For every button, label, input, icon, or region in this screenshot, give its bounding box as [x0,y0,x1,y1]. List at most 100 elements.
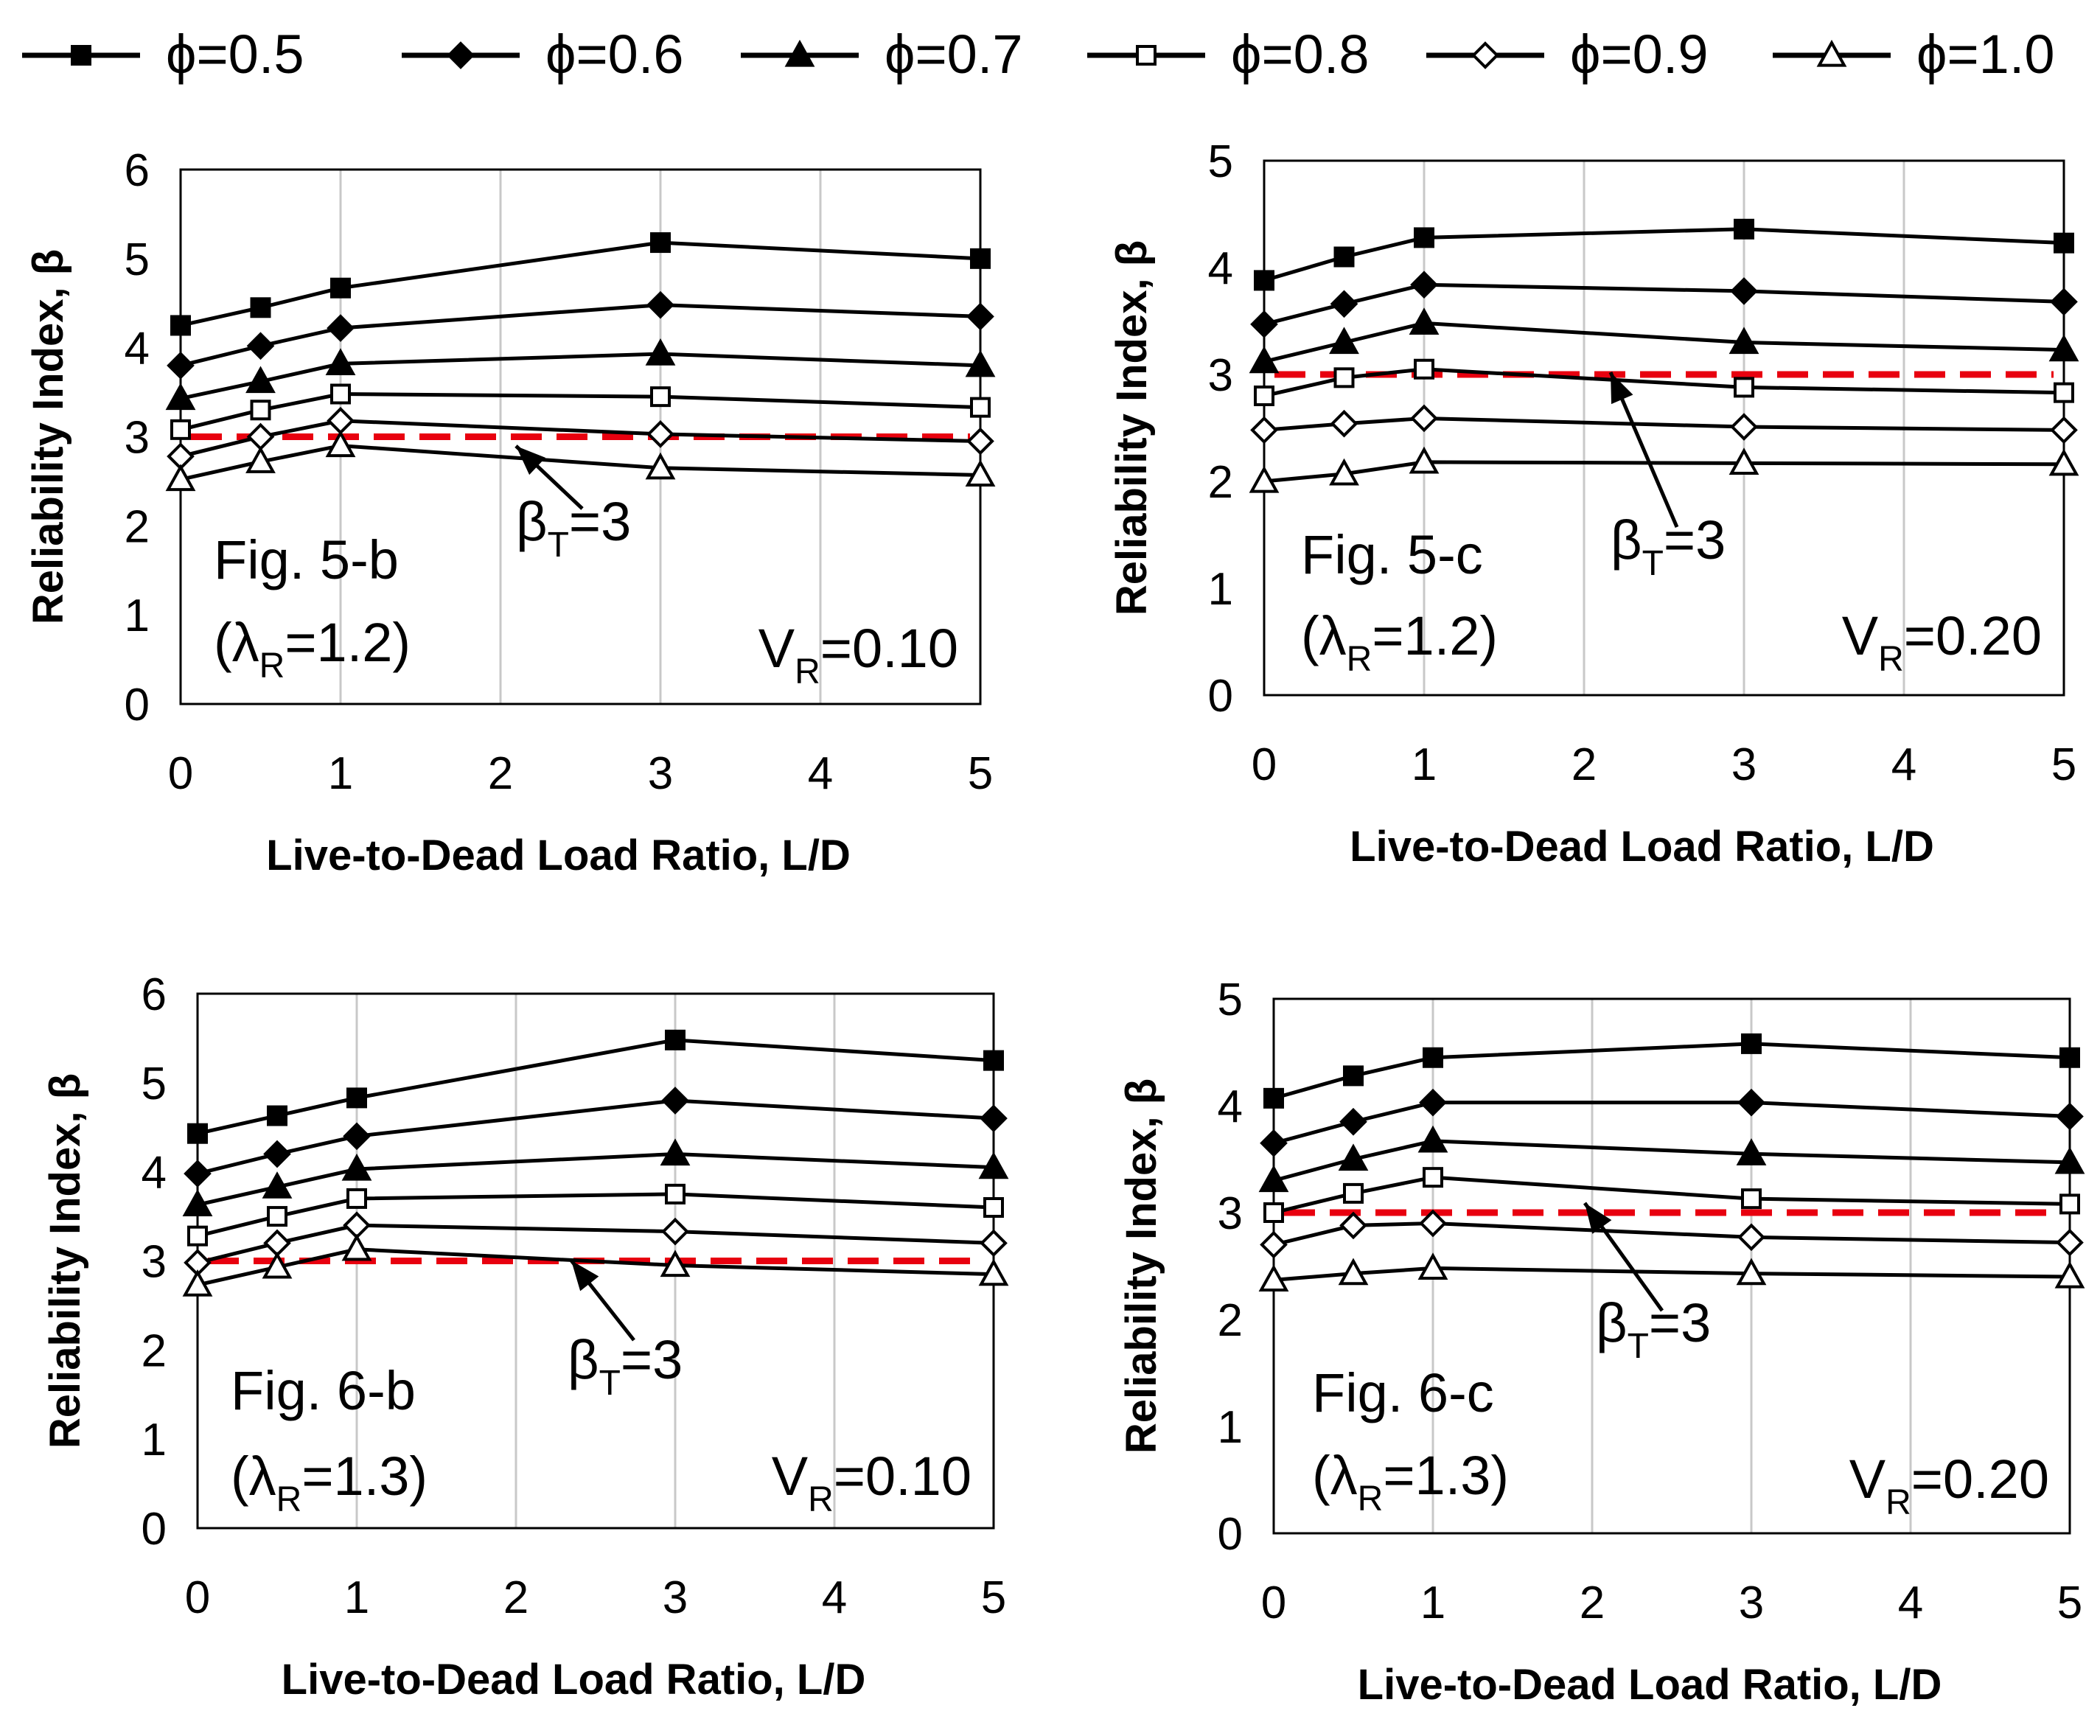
series-5 [167,406,994,470]
data-point [1329,458,1359,486]
data-point [1330,290,1358,318]
series-2 [167,290,994,380]
legend-item-3: ϕ=0.7 [741,24,1023,85]
lambda-annotation-subscript: R [1347,640,1372,679]
x-tick-label: 2 [503,1572,529,1623]
series-6 [1258,1252,2085,1291]
data-point [1741,1188,1762,1210]
data-point [1419,1209,1447,1238]
legend-marker-diamond-filled [447,41,475,69]
y-tick-label: 5 [142,1059,167,1109]
y-tick-label: 6 [125,145,150,196]
y-tick-label: 6 [142,969,167,1020]
series-6 [1249,446,2079,493]
data-point [165,383,196,411]
target-arrow [1608,372,1679,528]
data-point [184,1160,212,1188]
lambda-annotation-value: =1.3) [1383,1445,1509,1506]
x-tick-label: 1 [344,1572,369,1623]
data-point [645,452,676,480]
data-point [2050,416,2078,445]
data-point [1333,367,1355,388]
data-point [1729,327,1759,355]
legend-item-5: ϕ=0.9 [1426,24,1709,85]
data-point [1249,465,1280,493]
y-axis-label: Reliability Index, β [24,249,72,624]
target-arrow [1583,1202,1664,1312]
y-tick-label: 0 [1218,1509,1243,1560]
data-point [1250,416,1278,445]
data-point [327,314,355,342]
series-line [1263,227,2065,282]
lambda-annotation-main: (λ [1312,1445,1358,1506]
lambda-annotation-main: (λ [1301,605,1347,666]
lambda-annotation: (λR=1.3) [1312,1445,1509,1519]
x-axis-label: Live-to-Dead Load Ratio, L/D [266,832,851,879]
data-point [325,348,356,376]
target-annotation-value: =3 [569,491,631,552]
data-point [2059,1047,2080,1068]
figure-label: Fig. 5-c [1301,524,1483,585]
data-point [660,1249,691,1277]
data-point [187,1123,208,1144]
data-point [170,419,191,440]
data-point [1409,307,1440,335]
lambda-annotation-value: =1.2) [1372,605,1498,666]
data-point [167,352,195,380]
data-point [1423,1167,1443,1188]
series-5 [184,1211,1008,1277]
legend-label: ϕ=0.5 [166,24,304,85]
y-tick-label: 4 [1208,243,1233,294]
variation-annotation-main: V [772,1446,809,1507]
data-point [1338,1143,1369,1171]
data-point [1249,346,1280,374]
series-line [197,1038,994,1136]
x-tick-label: 5 [2051,739,2076,790]
legend-label: ϕ=0.8 [1231,24,1370,85]
data-point [1250,310,1278,338]
data-point [250,297,271,318]
y-tick-label: 0 [142,1504,167,1555]
variation-annotation: VR=0.10 [758,618,958,691]
data-point [182,1189,213,1216]
y-tick-label: 1 [125,590,150,641]
x-tick-label: 3 [1739,1578,1764,1628]
data-point [650,232,671,254]
variation-annotation-main: V [1849,1449,1886,1510]
data-point [1737,1223,1765,1252]
data-point [1263,1087,1284,1109]
data-point [1417,1125,1448,1153]
series-line [180,352,981,400]
data-point [267,1206,287,1227]
x-tick-label: 2 [488,748,513,799]
data-point [263,1229,291,1258]
data-point [2048,448,2079,476]
data-point [650,386,671,408]
data-point [2054,1146,2085,1174]
data-point [346,1188,367,1209]
data-point [1414,227,1434,248]
data-point [170,315,191,336]
x-tick-label: 5 [2057,1578,2082,1628]
variation-annotation-main: V [758,618,795,679]
data-point [660,1138,691,1166]
chart-panel-1: 0 1 2 3 4 5 6 0 1 2 3 4 5 Live-to-Dead Load Ratio, L/… [24,145,996,879]
lambda-annotation: (λR=1.2) [1301,605,1498,679]
data-point [2056,1102,2084,1131]
data-point [978,1151,1009,1179]
x-tick-label: 4 [1891,739,1916,790]
data-point [1734,377,1754,398]
series-1 [170,232,991,336]
legend-marker-triangle-filled [784,39,815,67]
data-point [1410,404,1438,433]
variation-annotation-subscript: R [1886,1483,1911,1522]
series-2 [1260,1088,2084,1157]
data-point [1258,1165,1289,1193]
data-point [965,349,996,377]
data-point [246,422,275,451]
target-annotation-subscript: T [1642,544,1664,583]
x-tick-label: 0 [1252,739,1277,790]
series-line [180,391,981,432]
x-tick-label: 0 [168,748,193,799]
data-point [245,446,276,473]
